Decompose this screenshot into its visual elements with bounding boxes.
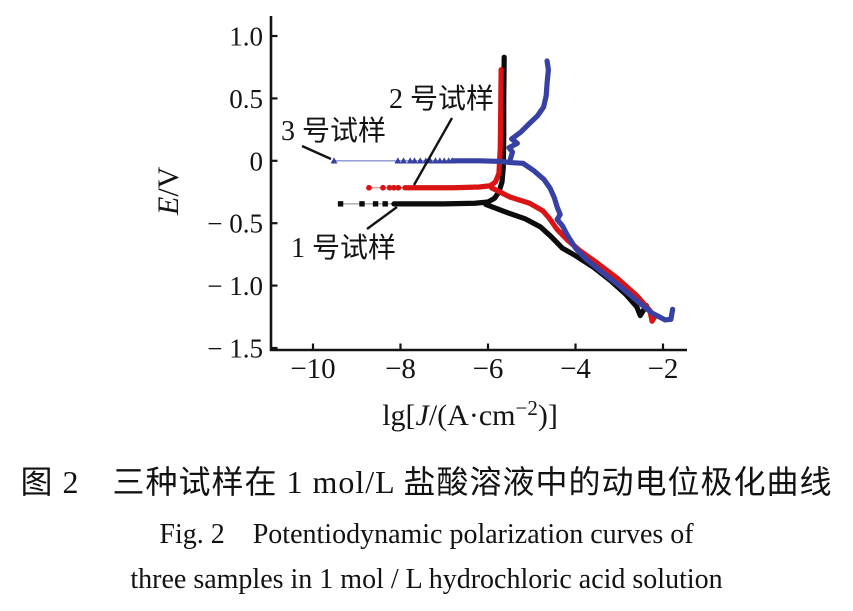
- caption-english-line2: three samples in 1 mol / L hydrochloric …: [130, 564, 723, 595]
- caption-english-line1: Fig. 2 Potentiodynamic polarization curv…: [159, 519, 694, 550]
- series-1-curve-2: [483, 201, 649, 319]
- y-axis-title: E/V: [152, 166, 185, 216]
- series-2-curve-1: [402, 67, 504, 191]
- series-2-marker: [366, 184, 372, 191]
- y-tick-label: 0: [250, 146, 264, 176]
- series-1-marker: [382, 201, 388, 207]
- series-3-marker: [448, 157, 456, 164]
- y-axis-title-unit: /V: [152, 166, 185, 196]
- x-tick-label: −4: [560, 353, 591, 385]
- series-3-marker: [400, 157, 407, 164]
- series-2-marker: [380, 184, 386, 191]
- x-axis-title: lg[J/(A·cm−2)]: [382, 396, 558, 432]
- series-3-marker: [394, 157, 402, 164]
- series-1-marker: [337, 201, 344, 207]
- series-3-curve-2: [506, 58, 551, 164]
- y-tick-label: 1.0: [229, 22, 263, 52]
- series-2-marker: [386, 184, 393, 191]
- leader-line-sample-3: [301, 144, 332, 161]
- polarization-chart: −10 −8 −6 −4 −2 1.0 0.5 0 − 0.5 − 1.0 − 1.5 E/V lg…: [152, 16, 687, 432]
- caption-chinese: 图 2 三种试样在 1 mol/L 盐酸溶液中的动电位极化曲线: [20, 464, 833, 500]
- y-tick-label: − 1.5: [207, 334, 263, 364]
- series-3-marker: [406, 157, 414, 164]
- series-3-marker: [426, 157, 434, 164]
- series-1-marker: [359, 201, 365, 207]
- series-3-marker: [330, 157, 338, 164]
- generated-chart-content: −10 −8 −6 −4 −2 1.0 0.5 0 − 0.5 − 1.0 − 1.5: [207, 22, 678, 386]
- x-tick-label: −2: [648, 353, 679, 385]
- leader-line-sample-2: [412, 117, 454, 186]
- x-axis-title-suffix: )]: [538, 399, 558, 432]
- y-tick-label: 0.5: [229, 84, 263, 114]
- series-1-curve-1: [391, 54, 507, 207]
- x-axis-title-symbol: J: [416, 399, 431, 432]
- series-2-marker: [391, 184, 397, 191]
- leader-line-sample-1: [366, 206, 398, 230]
- x-axis-title-mid: /(A·cm: [429, 399, 516, 432]
- annotation-sample-1: 1 号试样: [291, 232, 396, 264]
- y-tick-label: − 0.5: [207, 209, 263, 239]
- series-1-marker: [372, 201, 379, 207]
- series-3-marker: [432, 157, 439, 164]
- y-tick-label: − 1.0: [207, 271, 263, 301]
- annotation-sample-2: 2 号试样: [389, 83, 494, 115]
- series-3-marker: [440, 157, 448, 164]
- series-3-marker: [411, 157, 418, 164]
- x-axis-title-prefix: lg[: [382, 399, 415, 432]
- axes-frame: [269, 16, 687, 352]
- x-tick-label: −6: [473, 353, 504, 385]
- x-tick-label: −10: [290, 353, 335, 385]
- series-2-marker: [395, 184, 402, 191]
- series-3-marker: [436, 157, 444, 164]
- series-3-curve-1: [450, 158, 676, 323]
- x-axis-title-superscript: −2: [515, 396, 537, 420]
- y-axis-title-symbol: E: [152, 197, 185, 216]
- series-3-marker: [416, 157, 424, 164]
- annotation-sample-3: 3 号试样: [281, 115, 386, 147]
- x-tick-label: −8: [385, 353, 416, 385]
